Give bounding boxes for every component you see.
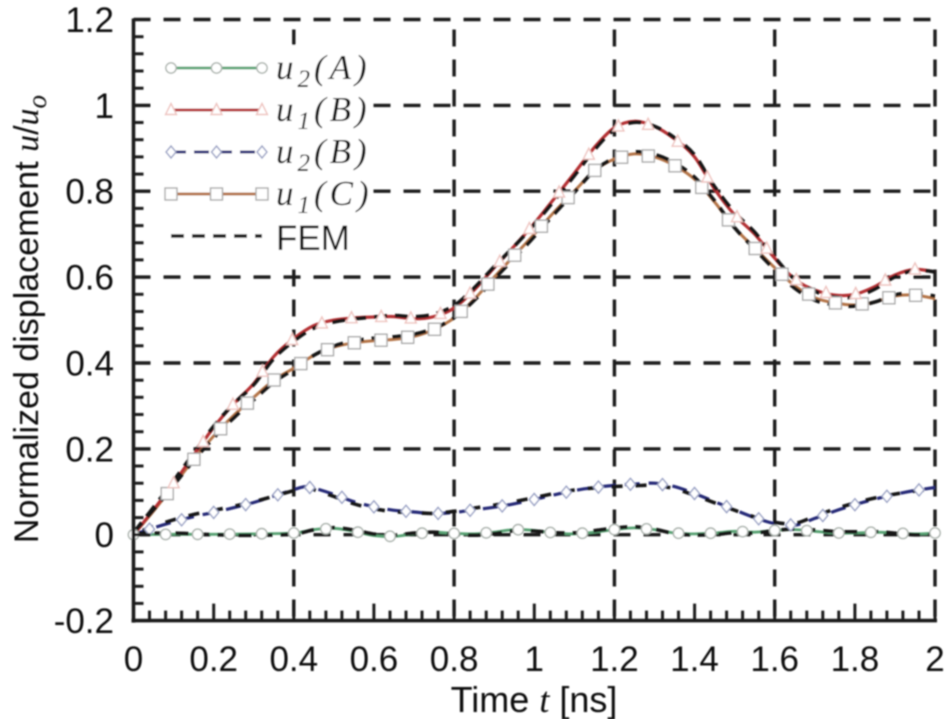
svg-text:FEM: FEM <box>276 219 350 258</box>
svg-text:0.8: 0.8 <box>430 640 479 679</box>
svg-text:0.4: 0.4 <box>65 345 114 384</box>
svg-text:1: 1 <box>524 640 543 679</box>
svg-text:0.6: 0.6 <box>65 259 114 298</box>
svg-text:0.4: 0.4 <box>269 640 318 679</box>
svg-text:Time t [ns]: Time t [ns] <box>451 679 618 719</box>
svg-text:0.8: 0.8 <box>65 173 114 212</box>
svg-text:u1(C): u1(C) <box>276 174 373 219</box>
svg-text:1.8: 1.8 <box>831 640 880 679</box>
svg-text:Normalized displacement u/uo: Normalized displacement u/uo <box>8 95 52 543</box>
svg-text:-0.2: -0.2 <box>54 602 114 641</box>
svg-text:1: 1 <box>95 87 114 126</box>
svg-text:1.2: 1.2 <box>65 1 114 40</box>
svg-text:u2(A): u2(A) <box>276 48 371 93</box>
svg-text:0.6: 0.6 <box>350 640 399 679</box>
svg-text:u1(B): u1(B) <box>276 90 371 135</box>
svg-text:u2(B): u2(B) <box>276 132 371 177</box>
svg-text:0.2: 0.2 <box>189 640 238 679</box>
svg-text:1.4: 1.4 <box>670 640 719 679</box>
svg-text:0: 0 <box>95 516 114 555</box>
svg-text:2: 2 <box>925 640 944 679</box>
svg-text:0: 0 <box>124 640 143 679</box>
svg-text:1.6: 1.6 <box>750 640 799 679</box>
svg-text:0.2: 0.2 <box>65 430 114 469</box>
svg-text:1.2: 1.2 <box>590 640 639 679</box>
